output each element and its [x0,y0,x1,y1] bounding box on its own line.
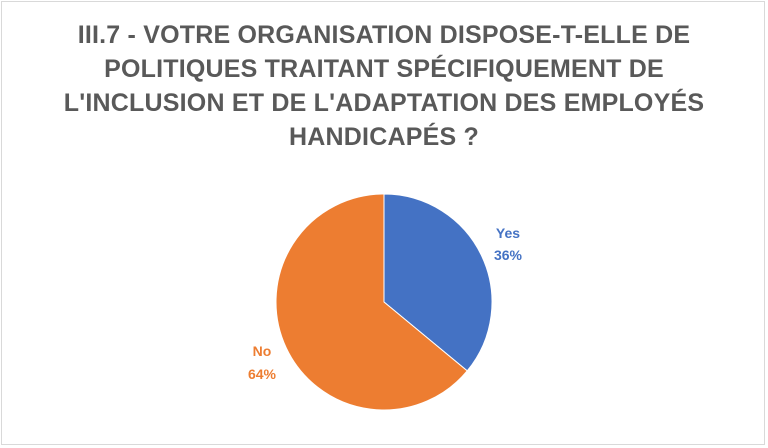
slice-value-yes: 36% [494,247,523,263]
slice-value-no: 64% [248,366,277,382]
chart-title-line-2: POLITIQUES TRAITANT SPÉCIFIQUEMENT DE [104,55,664,83]
pie-slice-yes [383,193,493,372]
chart-title: III.7 - VOTRE ORGANISATION DISPOSE-T-ELL… [40,18,728,154]
chart-title-line-1: III.7 - VOTRE ORGANISATION DISPOSE-T-ELL… [77,21,691,49]
slice-label-no: No [253,343,272,359]
chart-title-line-3: L'INCLUSION ET DE L'ADAPTATION DES EMPLO… [63,89,705,117]
slice-label-yes: Yes [496,225,520,241]
chart-title-line-4: HANDICAPÉS ? [289,123,479,151]
pie-slice-no [275,193,468,411]
